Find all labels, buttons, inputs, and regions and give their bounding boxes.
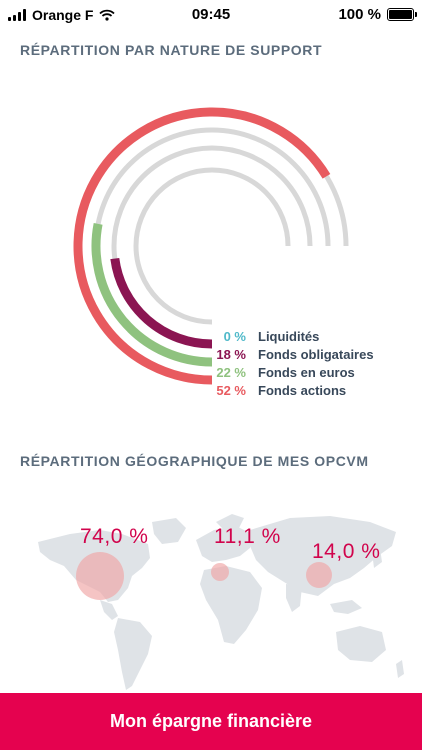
- legend-label: Fonds actions: [258, 382, 347, 398]
- legend-label: Fonds obligataires: [258, 346, 374, 362]
- battery-icon: [387, 8, 417, 21]
- world-map: [38, 514, 404, 690]
- geo-label-europe: 11,1 %: [214, 525, 281, 548]
- legend-label: Fonds en euros: [258, 364, 355, 380]
- legend-value: 18 %: [216, 346, 246, 362]
- legend-label: Liquidités: [258, 328, 320, 344]
- battery-level: [389, 10, 412, 19]
- status-time: 09:45: [191, 6, 231, 23]
- status-bar: Orange F 09:45 100 %: [0, 0, 422, 30]
- support-legend: 0 % Liquidités 18 % Fonds obligataires 22 % F…: [198, 327, 374, 399]
- legend-row: 18 % Fonds obligataires: [198, 345, 374, 363]
- bubble-asia: [306, 562, 332, 588]
- ring-bar-1: [110, 257, 213, 349]
- ring-bar-3: [73, 107, 331, 385]
- legend-row: 22 % Fonds en euros: [198, 363, 374, 381]
- geo-label-asia: 14,0 %: [312, 540, 381, 563]
- ring-track: [133, 167, 291, 325]
- legend-row: 52 % Fonds actions: [198, 381, 374, 399]
- battery-percent: 100 %: [338, 6, 381, 23]
- wifi-icon: [99, 9, 116, 21]
- status-left: Orange F: [8, 7, 116, 23]
- legend-value: 22 %: [216, 364, 246, 380]
- geo-section-title: RÉPARTITION GÉOGRAPHIQUE DE MES OPCVM: [20, 453, 369, 469]
- support-section-title: RÉPARTITION PAR NATURE DE SUPPORT: [20, 42, 323, 58]
- status-right: 100 %: [338, 6, 417, 23]
- support-radial-chart: [73, 107, 349, 385]
- legend-value: 0 %: [223, 328, 246, 344]
- mon-epargne-label: Mon épargne financière: [109, 711, 313, 731]
- legend-value: 52 %: [216, 382, 246, 398]
- geo-label-americas: 74,0 %: [80, 525, 149, 548]
- carrier-name: Orange F: [32, 7, 94, 23]
- legend-row: 0 % Liquidités: [198, 327, 374, 345]
- bubble-americas: [76, 552, 124, 600]
- bubble-europe: [211, 563, 229, 581]
- signal-icon: [8, 9, 26, 21]
- ring-bar-2: [91, 223, 213, 367]
- mon-epargne-button[interactable]: Mon épargne financière: [0, 693, 422, 750]
